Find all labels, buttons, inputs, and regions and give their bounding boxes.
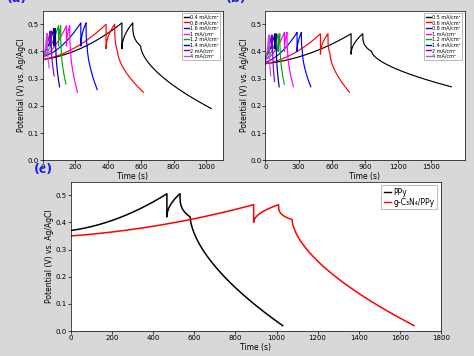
X-axis label: Time (s): Time (s) [349,172,381,181]
Text: (b): (b) [226,0,246,5]
Legend: PPy, g-C₃N₄/PPy: PPy, g-C₃N₄/PPy [382,185,437,209]
Y-axis label: Potential (V) vs. Ag/AgCl: Potential (V) vs. Ag/AgCl [17,39,26,132]
X-axis label: Time (s): Time (s) [240,342,272,352]
Legend: 0.5 mA/cm², 0.6 mA/cm², 0.8 mA/cm², 1 mA/cm², 1.2 mA/cm², 1.4 mA/cm², 2 mA/cm², : 0.5 mA/cm², 0.6 mA/cm², 0.8 mA/cm², 1 mA… [424,13,462,60]
Text: (c): (c) [34,163,53,176]
Legend: 0.4 mA/cm², 0.8 mA/cm², 1.6 mA/cm², 1 mA/cm², 1.2 mA/cm², 1.4 mA/cm², 2 mA/cm², : 0.4 mA/cm², 0.8 mA/cm², 1.6 mA/cm², 1 mA… [182,13,220,60]
X-axis label: Time (s): Time (s) [117,172,148,181]
Y-axis label: Potential (V) vs. Ag/AgCl: Potential (V) vs. Ag/AgCl [240,39,249,132]
Text: (a): (a) [7,0,27,5]
Y-axis label: Potential (V) vs. Ag/AgCl: Potential (V) vs. Ag/AgCl [46,210,55,303]
